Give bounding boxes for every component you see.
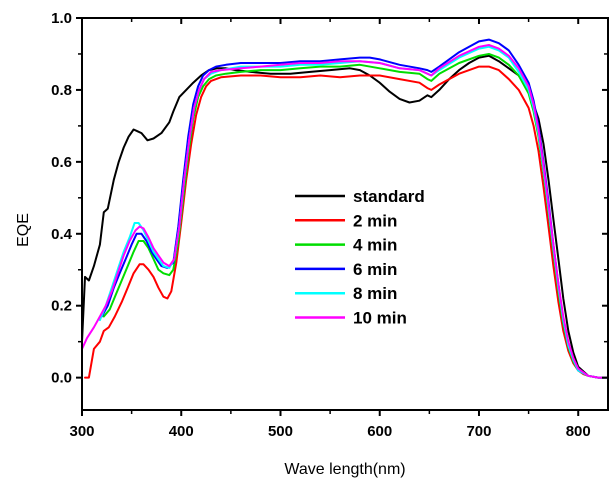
x-axis-label: Wave length(nm) <box>284 461 405 478</box>
x-tick-label: 600 <box>367 423 392 440</box>
y-tick-label: 0.2 <box>51 298 72 315</box>
legend-label: 8 min <box>353 284 397 303</box>
x-tick-label: 400 <box>169 423 194 440</box>
x-tick-label: 300 <box>69 423 94 440</box>
y-axis-ticks: 0.0 0.2 0.4 0.6 0.8 1.0 <box>51 10 608 387</box>
x-axis-ticks: 300 400 500 600 700 800 <box>69 18 591 440</box>
plot-frame <box>81 17 609 411</box>
legend-label: 6 min <box>353 260 397 279</box>
series-line-6 <box>82 44 608 379</box>
legend: standard 2 min 4 min 6 min 8 min 10 min <box>295 187 425 328</box>
legend-label: 4 min <box>353 236 397 255</box>
y-tick-label: 0.4 <box>51 226 73 243</box>
y-tick-label: 0.8 <box>51 82 72 99</box>
plot-series-group <box>82 38 608 379</box>
x-tick-label: 700 <box>466 423 491 440</box>
legend-label: 10 min <box>353 309 407 328</box>
y-axis-label: EQE <box>15 213 32 247</box>
y-tick-label: 0.6 <box>51 154 72 171</box>
legend-label: standard <box>353 187 425 206</box>
series-line-2 <box>84 65 608 379</box>
y-tick-label: 0.0 <box>51 370 72 387</box>
x-tick-label: 500 <box>268 423 293 440</box>
series-line-1 <box>82 54 608 379</box>
x-tick-label: 800 <box>566 423 591 440</box>
y-tick-label: 1.0 <box>51 10 72 27</box>
legend-label: 2 min <box>353 211 397 230</box>
